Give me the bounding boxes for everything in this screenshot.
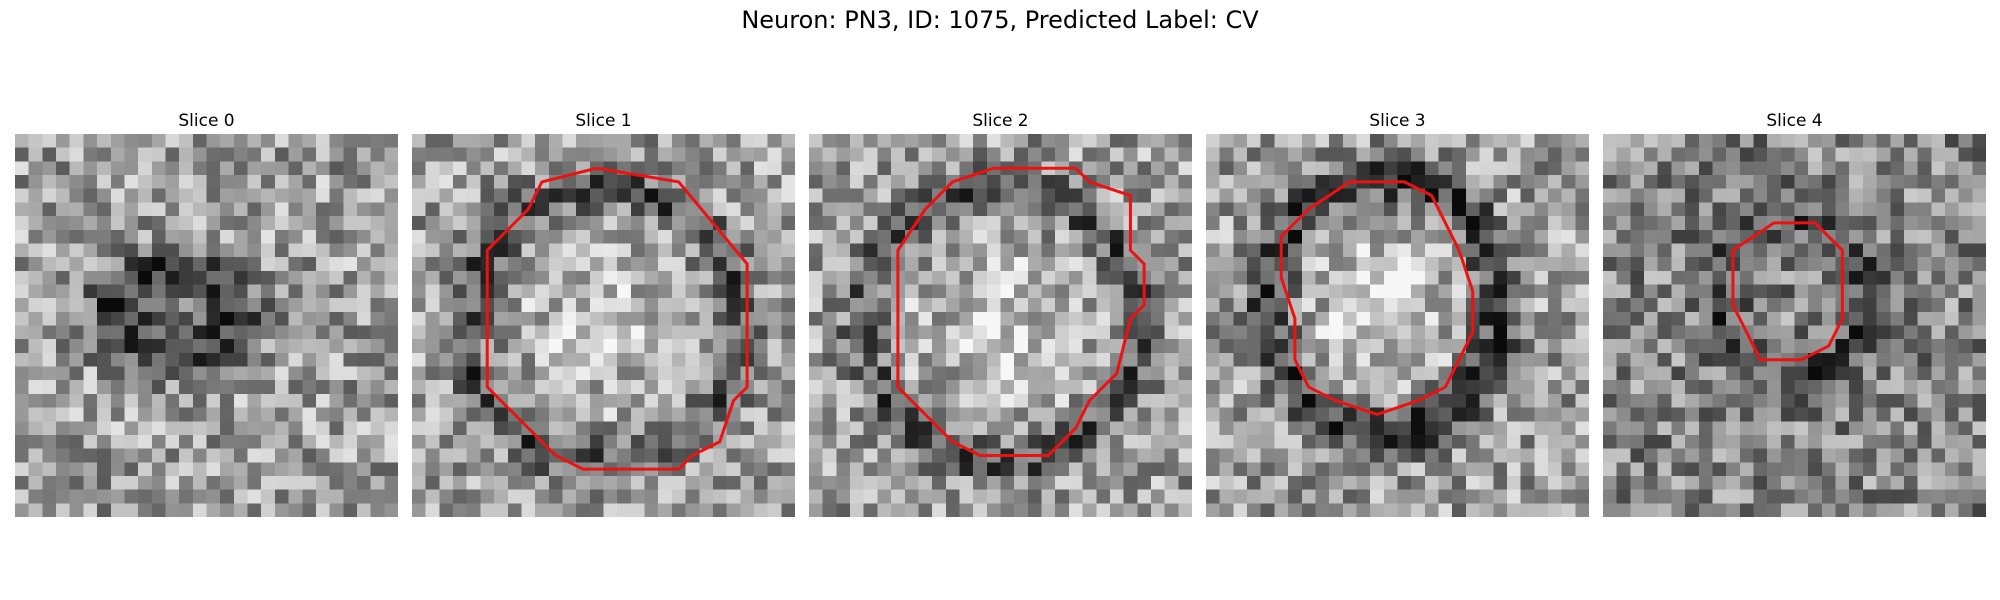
slice-4-image — [1603, 134, 1986, 517]
slice-panel: Slice 0 — [15, 108, 398, 517]
slice-panel: Slice 3 — [1206, 108, 1589, 517]
segmentation-contour — [1731, 221, 1844, 362]
slice-panel: Slice 1 — [412, 108, 795, 517]
slice-title: Slice 3 — [1369, 111, 1426, 131]
slice-1-image — [412, 134, 795, 517]
slice-title: Slice 4 — [1766, 111, 1823, 131]
slice-title: Slice 0 — [178, 111, 235, 131]
segmentation-contour — [1279, 180, 1475, 416]
slice-2-image — [809, 134, 1192, 517]
slice-title: Slice 1 — [575, 111, 632, 131]
segmentation-contour — [485, 166, 749, 471]
figure-title: Neuron: PN3, ID: 1075, Predicted Label: … — [741, 6, 1259, 34]
slice-3-image — [1206, 134, 1589, 517]
slice-0-image — [15, 134, 398, 517]
slice-title: Slice 2 — [972, 111, 1029, 131]
segmentation-contour — [896, 166, 1146, 457]
slice-panel: Slice 4 — [1603, 108, 1986, 517]
slice-panel: Slice 2 — [809, 108, 1192, 517]
